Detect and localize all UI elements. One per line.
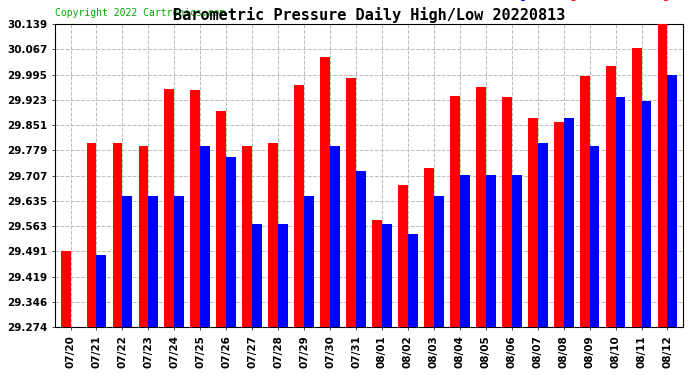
Bar [87, 143, 97, 327]
Bar [528, 118, 538, 327]
Bar [590, 147, 600, 327]
Bar [200, 147, 210, 327]
Bar [346, 78, 356, 327]
Bar [398, 185, 408, 327]
Bar [408, 234, 418, 327]
Bar [226, 157, 236, 327]
Bar [294, 85, 304, 327]
Bar [424, 168, 434, 327]
Bar [667, 75, 678, 327]
Bar [658, 24, 667, 327]
Bar [253, 224, 262, 327]
Bar [450, 96, 460, 327]
Bar [606, 66, 615, 327]
Bar [434, 196, 444, 327]
Bar [112, 143, 122, 327]
Bar [175, 196, 184, 327]
Bar [122, 196, 132, 327]
Bar [486, 174, 495, 327]
Bar [268, 143, 278, 327]
Bar [148, 196, 158, 327]
Bar [139, 147, 148, 327]
Bar [304, 196, 314, 327]
Bar [278, 224, 288, 327]
Bar [190, 90, 200, 327]
Bar [476, 87, 486, 327]
Bar [320, 57, 330, 327]
Text: Copyright 2022 Cartronics.com: Copyright 2022 Cartronics.com [55, 8, 226, 18]
Bar [382, 224, 392, 327]
Bar [356, 171, 366, 327]
Bar [538, 143, 548, 327]
Bar [631, 48, 642, 327]
Bar [580, 76, 590, 327]
Bar [242, 147, 253, 327]
Title: Barometric Pressure Daily High/Low 20220813: Barometric Pressure Daily High/Low 20220… [172, 7, 565, 23]
Bar [512, 174, 522, 327]
Bar [97, 255, 106, 327]
Bar [502, 98, 512, 327]
Bar [564, 118, 573, 327]
Bar [217, 111, 226, 327]
Bar [554, 122, 564, 327]
Bar [372, 220, 382, 327]
Bar [615, 98, 625, 327]
Bar [330, 147, 340, 327]
Bar [460, 174, 470, 327]
Bar [61, 251, 70, 327]
Legend: Low  (Inches/Hg), High  (Inches/Hg): Low (Inches/Hg), High (Inches/Hg) [402, 0, 677, 1]
Bar [642, 101, 651, 327]
Bar [164, 88, 175, 327]
